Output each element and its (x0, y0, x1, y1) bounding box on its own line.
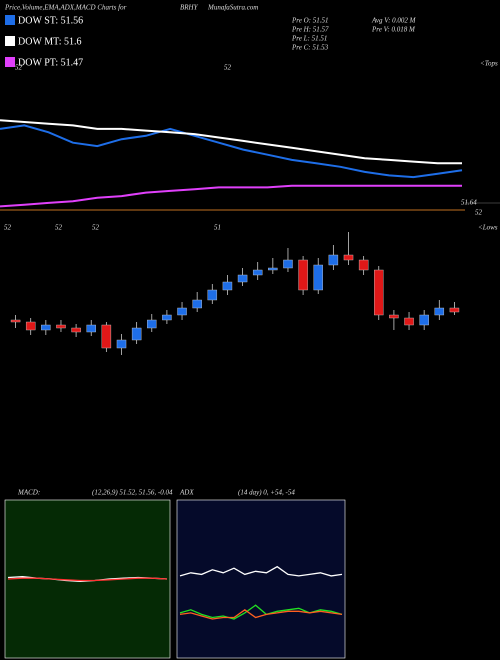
header-symbol: BRHY (180, 4, 199, 12)
info: Pre L: 51.51 (291, 35, 327, 43)
series-line (0, 184, 462, 208)
series-line (179, 609, 343, 620)
series-line (0, 124, 463, 179)
series-line (179, 604, 343, 620)
candle-body (86, 324, 96, 333)
legend-entry: DOW MT: 51.6 (18, 36, 81, 47)
adx-params: (14 day) 0, +54, -54 (238, 489, 295, 497)
info: Pre V: 0.018 M (371, 26, 416, 34)
annotation: 51 (214, 224, 221, 232)
legend-entry: DOW ST: 51.56 (18, 15, 83, 26)
candle-body (207, 289, 218, 301)
adx-label: ADX (179, 489, 194, 497)
series-line (0, 119, 462, 165)
info: Avg V: 0.002 M (371, 17, 417, 25)
candle-body (358, 259, 369, 271)
annotation: 52 (4, 224, 12, 232)
annotation: 52 (15, 64, 23, 72)
candle-body (25, 321, 36, 331)
header-title: Price,Volume,EMA,ADX,MACD Charts for (4, 4, 127, 12)
adx-panel (176, 499, 346, 659)
candle-body (252, 269, 263, 276)
candle-body (434, 307, 445, 316)
macd-label: MACD: (17, 489, 40, 497)
candle-body (283, 259, 293, 269)
candle-body (237, 274, 248, 283)
price-label: 51.64 (461, 199, 477, 207)
candle-body (328, 254, 339, 266)
header-site: MunafaSutra.com (207, 4, 258, 12)
candle-body (116, 339, 127, 349)
candle-body (177, 307, 187, 316)
candle-body (71, 327, 81, 333)
candle-body (147, 319, 157, 329)
legend-swatch (5, 57, 15, 67)
candle-body (222, 281, 233, 291)
candle-body (298, 259, 308, 291)
macd-panel (4, 499, 171, 659)
series-line (179, 565, 343, 577)
annotation: <Tops (480, 60, 498, 68)
candle-body (131, 327, 142, 341)
series-line (7, 577, 168, 582)
candle-body (268, 267, 278, 271)
candle-body (192, 299, 202, 309)
annotation: <Lows (478, 224, 498, 232)
legend-swatch (5, 15, 15, 25)
candle-body (374, 269, 384, 316)
candle-body (419, 314, 429, 326)
macd-params: (12,26,9) 51.52, 51.56, -0.04 (92, 489, 173, 497)
info: Pre O: 51.51 (291, 17, 328, 25)
candle-body (389, 314, 399, 319)
candle-body (41, 324, 51, 331)
candle-body (56, 324, 66, 329)
candle-body (313, 264, 323, 291)
candle-body (162, 314, 172, 321)
info: Pre H: 51.57 (291, 26, 329, 34)
annotation: 52 (92, 224, 100, 232)
candle-body (101, 324, 112, 349)
legend-entry: DOW PT: 51.47 (18, 57, 83, 68)
candle-body (404, 317, 414, 326)
price-label: 52 (475, 209, 483, 217)
annotation: 52 (224, 64, 232, 72)
candle-body (449, 307, 460, 313)
candle-body (343, 254, 354, 261)
annotation: 52 (55, 224, 63, 232)
legend-swatch (5, 36, 15, 46)
candle-body (10, 319, 21, 323)
info: Pre C: 51.53 (291, 44, 329, 52)
